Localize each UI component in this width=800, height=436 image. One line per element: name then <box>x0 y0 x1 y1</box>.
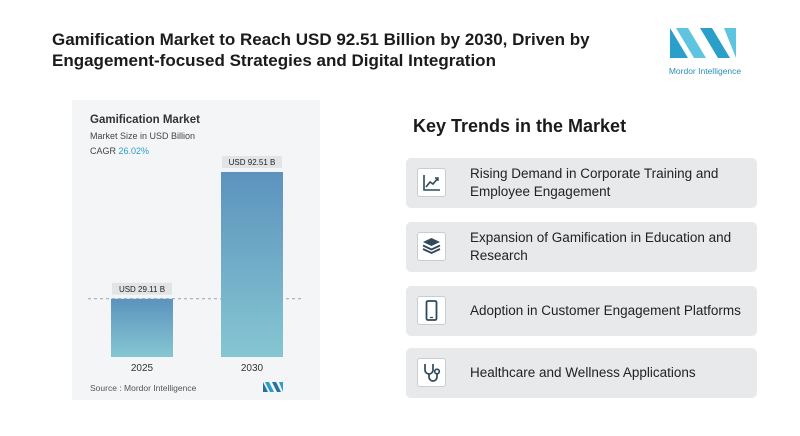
category-label: 2030 <box>241 363 264 374</box>
trend-item-education: Expansion of Gamification in Education a… <box>406 222 757 272</box>
page-headline: Gamification Market to Reach USD 92.51 B… <box>52 30 590 70</box>
chart-cagr: CAGR 26.02% <box>90 146 149 156</box>
smartphone-icon <box>425 300 438 321</box>
cagr-label: CAGR <box>90 146 119 156</box>
trend-label: Expansion of Gamification in Education a… <box>470 230 732 263</box>
trend-label: Healthcare and Wellness Applications <box>470 365 696 380</box>
trend-item-healthcare: Healthcare and Wellness Applications <box>406 348 757 398</box>
trend-label: Rising Demand in Corporate Training and … <box>470 166 719 199</box>
trend-icon-box <box>417 232 446 261</box>
chart-source: Source : Mordor Intelligence <box>90 383 197 393</box>
value-label-box <box>222 155 282 168</box>
trend-label: Adoption in Customer Engagement Platform… <box>470 303 741 318</box>
value-label-box <box>112 282 172 295</box>
trend-icon-box <box>417 358 446 387</box>
stethoscope-icon <box>424 364 441 382</box>
brand-name: Mordor Intelligence <box>668 66 742 76</box>
trend-icon-box <box>417 168 446 197</box>
category-label: 2025 <box>131 363 154 374</box>
bar-2025 <box>111 298 173 357</box>
value-label: USD 29.11 B <box>119 285 165 294</box>
line-chart-icon <box>423 175 440 191</box>
chart-plot: USD 29.11 B 2025 USD 92.51 B 2030 <box>88 155 304 374</box>
chart-brand-mini-logo-icon <box>263 382 283 392</box>
brand-logo: Mordor Intelligence <box>662 22 748 80</box>
market-size-chart: Gamification Market Market Size in USD B… <box>72 100 320 400</box>
trend-item-customer-engagement: Adoption in Customer Engagement Platform… <box>406 286 757 336</box>
cagr-value: 26.02% <box>118 146 150 156</box>
trend-item-corporate-training: Rising Demand in Corporate Training and … <box>406 158 757 208</box>
bar-2030 <box>221 171 283 357</box>
chart-subtitle: Market Size in USD Billion <box>90 131 196 141</box>
value-label: USD 92.51 B <box>229 158 276 167</box>
layers-stack-icon <box>422 238 441 254</box>
brand-logo-mark-icon <box>670 28 736 58</box>
trends-title: Key Trends in the Market <box>413 116 627 136</box>
chart-title: Gamification Market <box>90 114 200 126</box>
trend-icon-box <box>417 296 446 325</box>
